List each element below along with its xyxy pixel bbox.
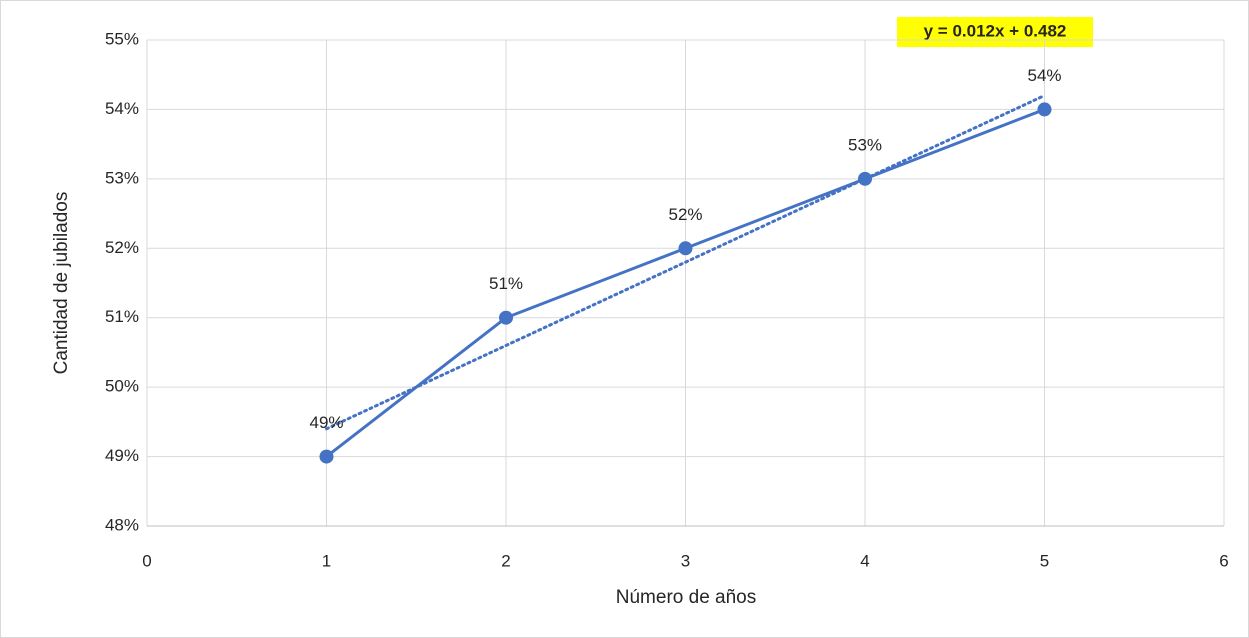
data-point: [1037, 102, 1052, 117]
y-tick-label: 50%: [105, 377, 139, 396]
equation-highlight: [897, 17, 1093, 47]
x-tick-label: 2: [501, 551, 510, 570]
trendline: [325, 94, 1046, 431]
data-label: 49%: [309, 413, 343, 432]
data-point: [678, 241, 693, 256]
y-tick-label: 52%: [105, 238, 139, 257]
y-axis-label: Cantidad de jubilados: [51, 192, 72, 375]
x-tick-label: 4: [860, 551, 869, 570]
data-label: 51%: [489, 274, 523, 293]
x-tick-label: 5: [1040, 551, 1049, 570]
x-tick-label: 3: [681, 551, 690, 570]
y-tick-label: 48%: [105, 515, 139, 534]
y-tick-label: 54%: [105, 99, 139, 118]
x-tick-label: 6: [1219, 551, 1228, 570]
x-axis-label: Número de años: [616, 587, 756, 608]
y-tick-label: 49%: [105, 446, 139, 465]
x-tick-label: 0: [142, 551, 151, 570]
data-label: 52%: [668, 205, 702, 224]
data-label: 53%: [848, 135, 882, 154]
data-label: 54%: [1027, 66, 1061, 85]
y-tick-label: 53%: [105, 168, 139, 187]
y-tick-label: 55%: [105, 29, 139, 48]
trendline-equation: y = 0.012x + 0.482: [924, 21, 1067, 40]
data-point: [499, 310, 513, 325]
data-point: [858, 171, 872, 186]
y-tick-label: 51%: [105, 307, 139, 326]
data-point: [319, 449, 334, 464]
x-tick-label: 1: [322, 551, 331, 570]
